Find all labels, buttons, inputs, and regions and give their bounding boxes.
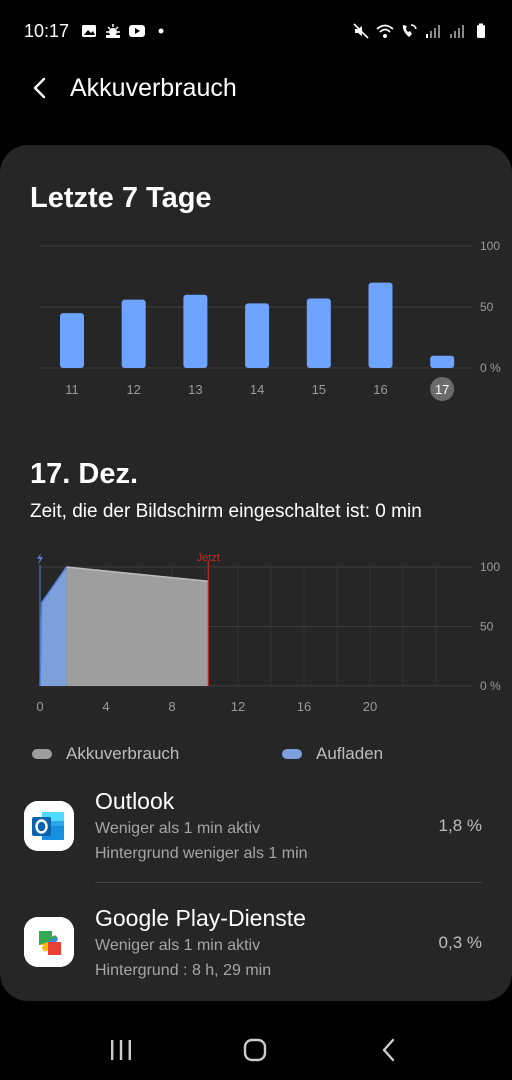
weekly-y-tick-label: 100 (480, 239, 500, 253)
signal-icon (426, 25, 440, 38)
daily-x-tick-label: 20 (363, 699, 377, 714)
home-icon[interactable] (242, 1038, 268, 1062)
legend-charging-swatch (282, 749, 302, 759)
daily-x-tick-label: 0 (36, 699, 43, 714)
day-title: 17. Dez. (30, 458, 138, 490)
weekly-bar (430, 355, 455, 368)
daily-x-tick-label: 8 (168, 699, 175, 714)
daily-y-tick-label: 0 % (480, 679, 501, 693)
charging-line (39, 566, 68, 687)
signal-icon-2 (450, 25, 464, 38)
weekly-x-tick-label: 17 (435, 382, 449, 397)
screen-time-text: Zeit, die der Bildschirm eingeschaltet i… (30, 501, 422, 522)
app-active-time: Weniger als 1 min aktiv (95, 820, 261, 837)
status-time: 10:17 (24, 21, 70, 41)
google-play-services-icon (24, 917, 74, 967)
app-active-time: Weniger als 1 min aktiv (95, 937, 261, 954)
status-icons-left (80, 22, 170, 40)
legend-usage-swatch (32, 749, 52, 759)
weekly-bar (245, 303, 270, 368)
weekly-bar-chart: 100 50 0 % 11 12 13 14 15 16 17 (40, 239, 501, 401)
app-battery-percent: 0,3 % (438, 933, 482, 952)
list-divider (95, 882, 482, 883)
weekly-x-tick-label: 13 (188, 382, 202, 397)
gallery-icon (82, 25, 96, 37)
navigation-bar (0, 1008, 512, 1080)
weekly-section-title: Letzte 7 Tage (30, 182, 212, 214)
now-label: Jetzt (197, 552, 220, 564)
wifi-icon (376, 24, 394, 38)
legend-charging-label: Aufladen (316, 744, 384, 763)
weather-icon (106, 24, 120, 38)
app-name: Google Play-Dienste (95, 905, 306, 931)
legend-usage-label: Akkuverbrauch (66, 744, 180, 763)
youtube-icon (129, 25, 145, 37)
battery-icon (477, 23, 485, 38)
daily-x-tick-label: 16 (297, 699, 311, 714)
weekly-x-tick-label: 14 (250, 382, 264, 397)
weekly-y-tick-label: 50 (480, 300, 494, 314)
usage-area (66, 567, 209, 686)
weekly-x-tick-label: 11 (65, 382, 79, 397)
daily-x-tick-label: 12 (231, 699, 245, 714)
app-row-google-play-services[interactable]: Google Play-Dienste Weniger als 1 min ak… (0, 897, 512, 997)
wifi-calling-icon (402, 24, 417, 37)
daily-usage-chart: 100 50 0 % Jetzt 0 4 8 12 16 20 (36, 552, 501, 714)
back-nav-icon[interactable] (376, 1038, 402, 1062)
app-battery-percent: 1,8 % (438, 816, 482, 835)
daily-y-tick-label: 50 (480, 620, 494, 634)
weekly-bar (306, 298, 331, 368)
page-title: Akkuverbrauch (70, 74, 237, 102)
daily-x-tick-label: 4 (102, 699, 109, 714)
weekly-bar (368, 282, 393, 368)
weekly-bar (183, 294, 208, 368)
usage-line (66, 566, 209, 583)
weekly-x-tick-label: 12 (126, 382, 140, 397)
weekly-x-tick-label: 16 (373, 382, 387, 397)
app-name: Outlook (95, 788, 175, 814)
status-icons-right (352, 22, 490, 40)
mute-vibrate-icon (353, 23, 369, 39)
weekly-y-tick-label: 0 % (480, 361, 501, 375)
weekly-bar (60, 313, 84, 368)
outlook-icon (24, 801, 74, 851)
dot-icon (158, 28, 164, 34)
legend-usage: Akkuverbrauch (32, 744, 179, 764)
legend-charging: Aufladen (282, 744, 383, 764)
back-arrow-icon[interactable] (26, 74, 54, 102)
charging-bolt-icon (37, 553, 43, 565)
weekly-x-tick-label: 15 (312, 382, 326, 397)
weekly-bar (121, 299, 146, 368)
app-background-time: Hintergrund weniger als 1 min (95, 845, 308, 862)
app-row-outlook[interactable]: Outlook Weniger als 1 min aktiv Hintergr… (0, 780, 512, 880)
daily-y-tick-label: 100 (480, 560, 500, 574)
app-background-time: Hintergrund : 8 h, 29 min (95, 962, 272, 979)
selected-day-marker (430, 377, 455, 401)
recent-apps-icon[interactable] (108, 1038, 134, 1062)
status-bar: 10:17 (0, 0, 512, 64)
